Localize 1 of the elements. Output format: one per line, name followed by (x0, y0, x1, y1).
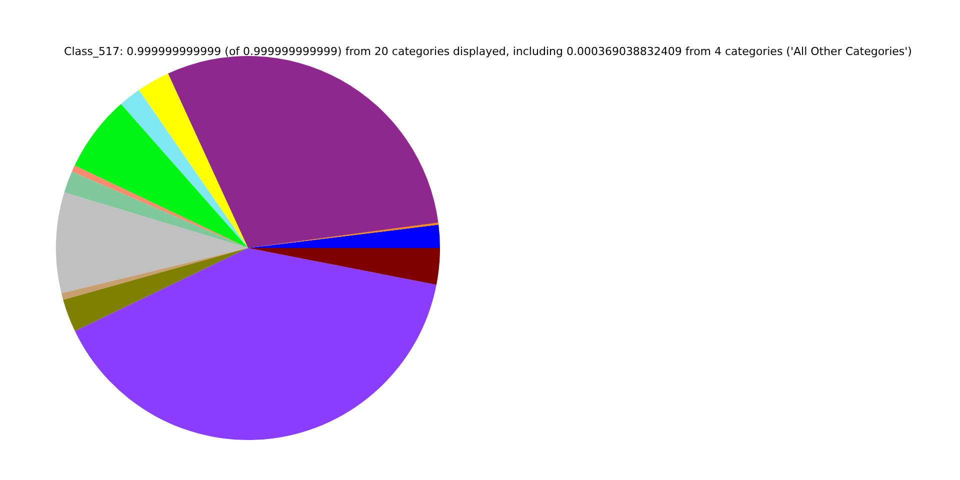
text: Class_517: 0.999999999999 (of 0.999999999999) from 20 categories displayed, including 0.000369038832409 from 4 categories ('All Other Categories') (64, 45, 912, 58)
